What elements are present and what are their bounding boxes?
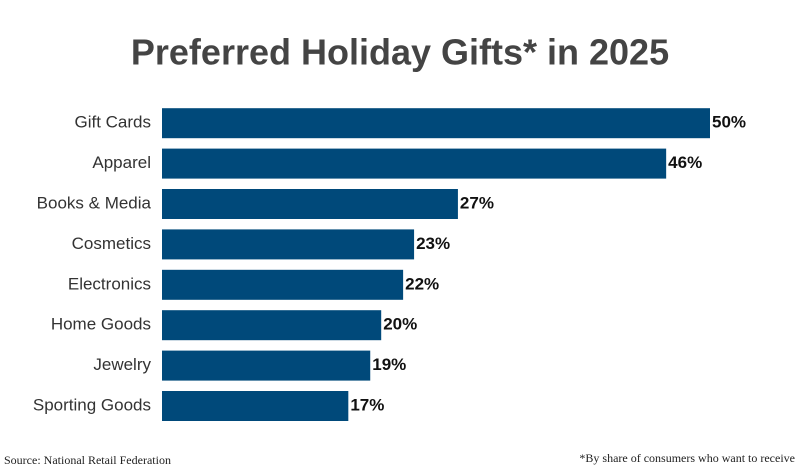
category-label: Books & Media [37, 193, 152, 212]
bar [162, 391, 349, 421]
bar [162, 350, 371, 381]
category-label: Sporting Goods [33, 395, 151, 414]
category-label: Apparel [92, 153, 151, 172]
category-label: Cosmetics [72, 234, 151, 253]
value-label: 50% [712, 113, 746, 132]
footnote: *By share of consumers who want to recei… [579, 451, 795, 465]
value-label: 19% [372, 355, 406, 374]
source: Source: National Retail Federation [4, 453, 171, 467]
bar [162, 108, 710, 139]
bar [162, 189, 458, 219]
category-label: Gift Cards [74, 113, 151, 132]
value-label: 20% [383, 315, 417, 334]
category-label: Electronics [68, 274, 151, 293]
bar [162, 148, 667, 179]
value-label: 27% [460, 193, 494, 212]
value-label: 46% [668, 153, 702, 172]
value-label: 17% [350, 395, 384, 414]
bar [162, 269, 404, 300]
category-label: Jewelry [93, 355, 151, 374]
bar [162, 229, 415, 260]
chart-title: Preferred Holiday Gifts* in 2025 [131, 32, 669, 73]
category-label: Home Goods [51, 315, 151, 334]
value-label: 23% [416, 234, 450, 253]
bar [162, 310, 382, 341]
value-label: 22% [405, 274, 439, 293]
